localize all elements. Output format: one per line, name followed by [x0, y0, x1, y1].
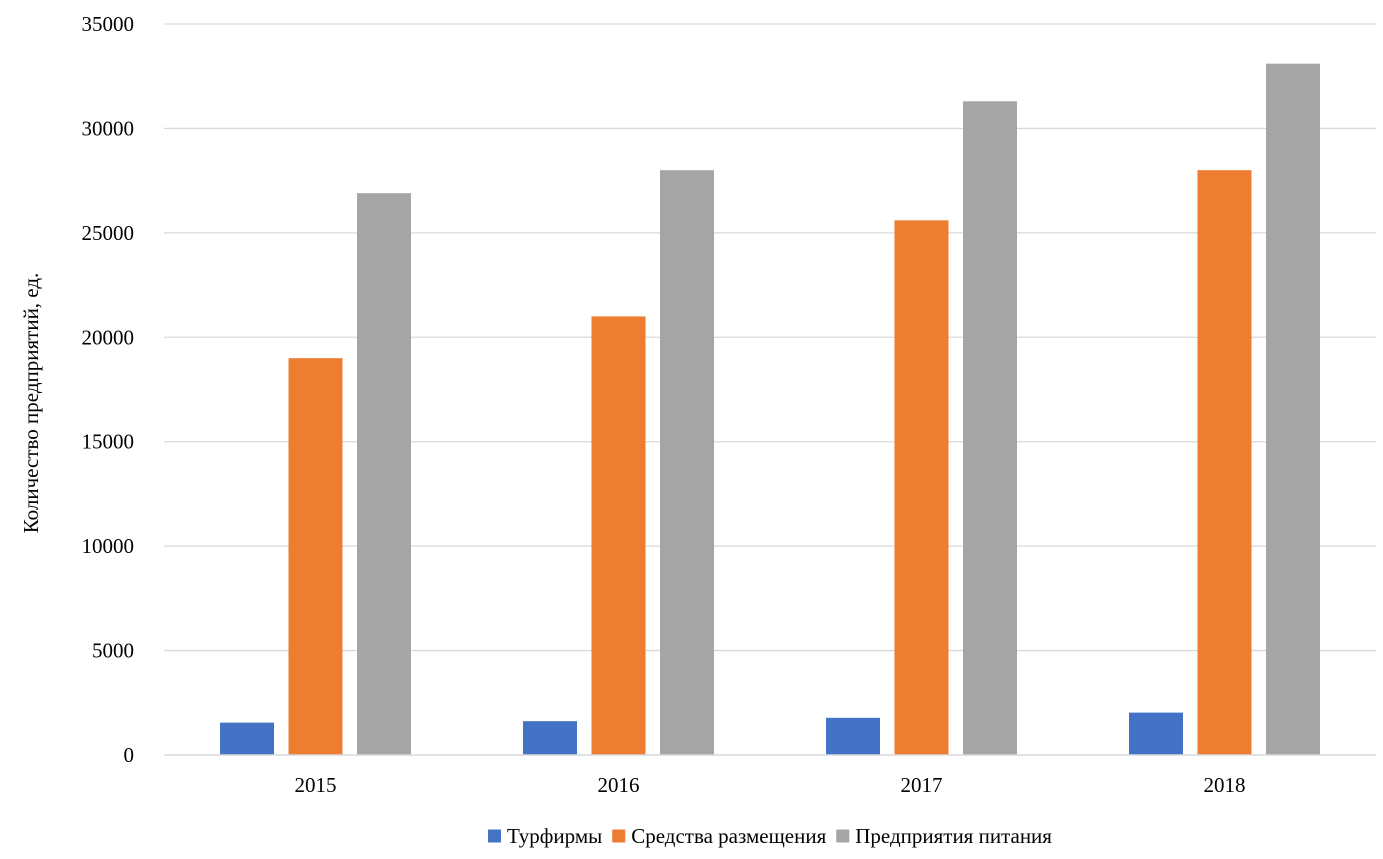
y-tick-label: 25000 [82, 221, 135, 245]
bar-3-2018 [1266, 63, 1320, 755]
y-tick-label: 15000 [82, 430, 135, 454]
legend: Турфирмы Средства размещения Предприятия п… [488, 824, 1052, 848]
y-tick-label: 0 [124, 743, 135, 767]
bar-3-2015 [357, 193, 411, 755]
bar-1-2016 [523, 721, 577, 755]
axes: 0 5000 10000 15000 20000 25000 30000 35000 2015 2… [82, 12, 1376, 797]
bar-2-2015 [288, 358, 343, 755]
bar-3-2017 [963, 101, 1017, 755]
x-tick-label: 2015 [295, 773, 337, 797]
bar-2-2016 [591, 316, 646, 755]
legend-item: Средства размещения [612, 824, 827, 848]
legend-swatch [836, 829, 850, 843]
bar-3-2016 [660, 170, 714, 755]
legend-label: Средства размещения [631, 824, 826, 848]
y-axis-title: Количество предприятий, ед. [19, 273, 43, 534]
bars [220, 63, 1320, 756]
y-tick-label: 35000 [82, 12, 135, 36]
y-tick-label: 10000 [82, 534, 135, 558]
legend-label: Предприятия питания [855, 824, 1052, 848]
legend-label: Турфирмы [507, 824, 602, 848]
legend-item: Турфирмы [488, 824, 602, 848]
x-tick-label: 2018 [1204, 773, 1246, 797]
legend-swatch [612, 829, 626, 843]
x-tick-label: 2016 [598, 773, 640, 797]
bar-1-2015 [220, 722, 274, 755]
bar-1-2017 [826, 717, 880, 755]
bar-1-2018 [1129, 712, 1183, 755]
x-tick-label: 2017 [901, 773, 943, 797]
y-tick-label: 5000 [92, 639, 134, 663]
y-tick-label: 30000 [82, 116, 135, 140]
gridlines [164, 23, 1376, 652]
bar-2-2018 [1197, 170, 1252, 755]
bar-2-2017 [894, 220, 949, 756]
y-tick-label: 20000 [82, 325, 135, 349]
legend-swatch [488, 829, 502, 843]
legend-item: Предприятия питания [836, 824, 1052, 848]
